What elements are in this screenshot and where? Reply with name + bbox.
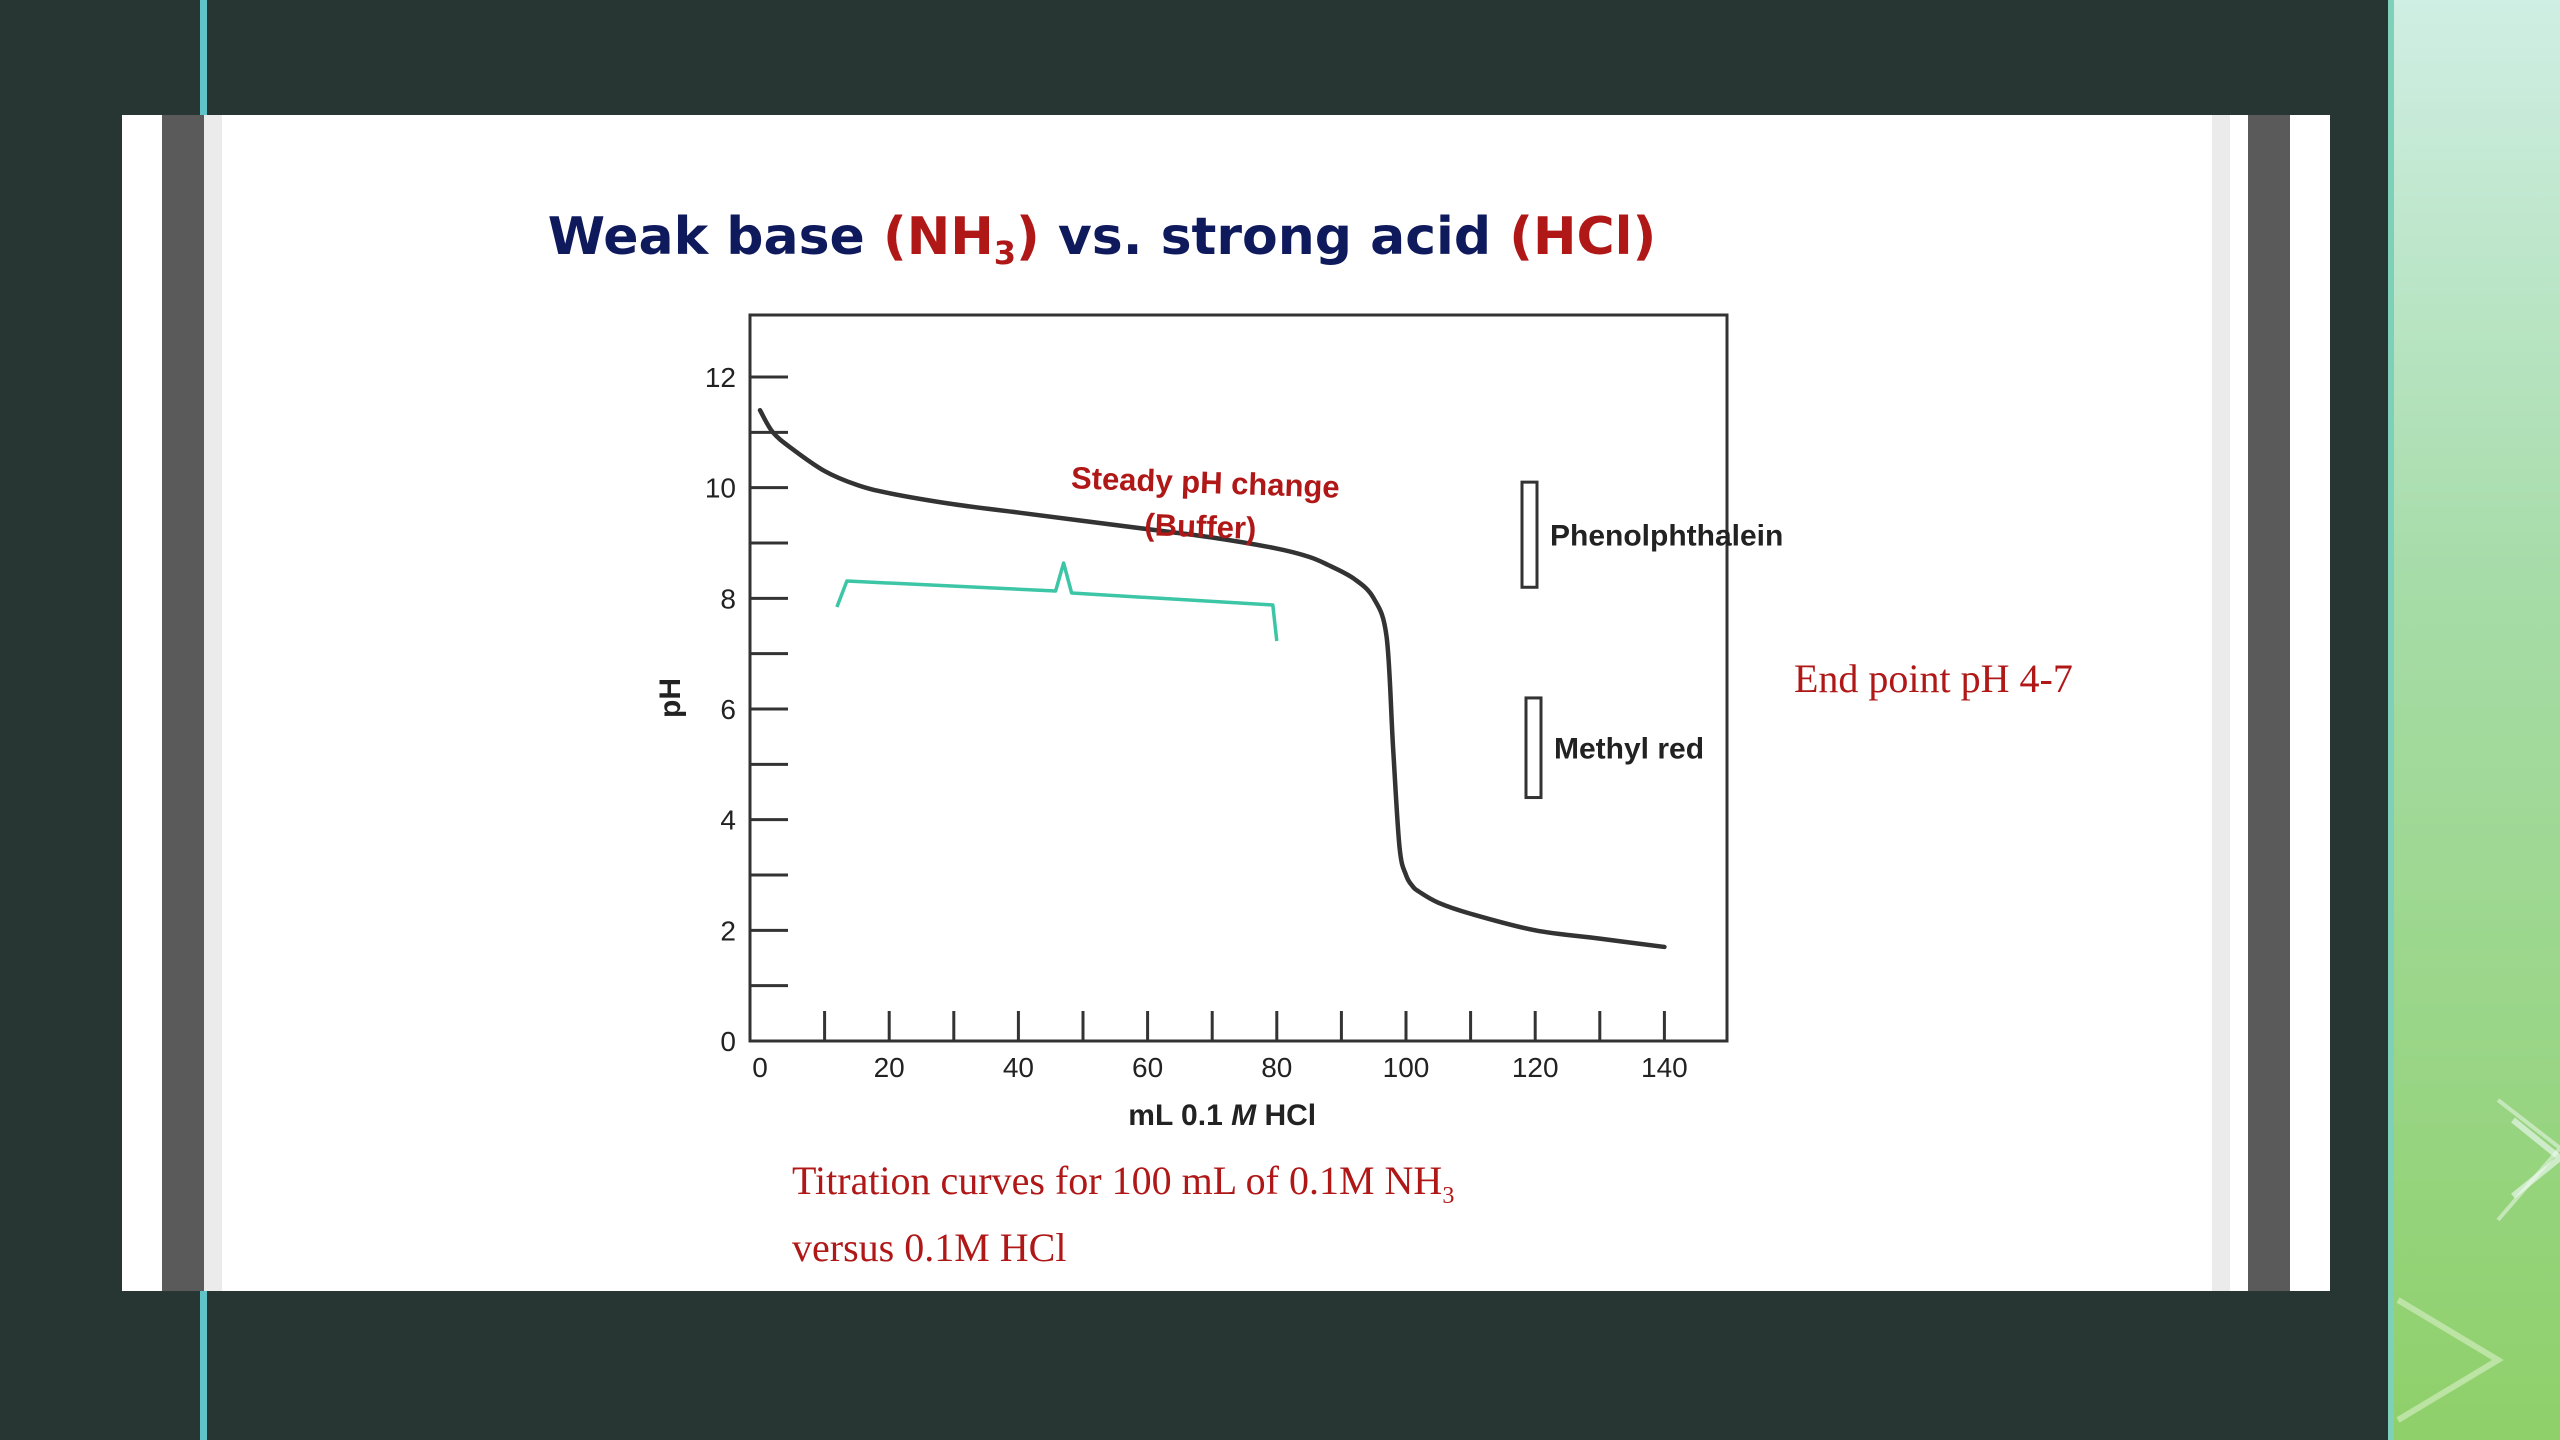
y-tick-label: 4 bbox=[720, 805, 736, 836]
x-tick-label: 0 bbox=[752, 1052, 768, 1083]
buffer-brace bbox=[835, 561, 1279, 642]
slide-frame-left-inner bbox=[204, 115, 222, 1291]
x-tick-label: 80 bbox=[1261, 1052, 1292, 1083]
x-tick-label: 140 bbox=[1641, 1052, 1688, 1083]
indicator-label: Methyl red bbox=[1554, 733, 1704, 766]
slide-frame-right bbox=[2248, 115, 2290, 1291]
y-tick-label: 0 bbox=[720, 1026, 736, 1057]
x-tick-label: 100 bbox=[1383, 1052, 1430, 1083]
slide-frame-left bbox=[162, 115, 204, 1291]
figure-caption: Titration curves for 100 mL of 0.1M NH3 … bbox=[792, 1155, 1454, 1274]
slide-title: Weak base (NH3) vs. strong acid (HCl) bbox=[547, 207, 1657, 272]
end-point-note: End point pH 4-7 bbox=[1794, 656, 2073, 701]
x-tick-label: 60 bbox=[1132, 1052, 1163, 1083]
x-tick-label: 40 bbox=[1003, 1052, 1034, 1083]
buffer-label-line-2: (Buffer) bbox=[1144, 507, 1257, 546]
x-tick-label: 120 bbox=[1512, 1052, 1559, 1083]
plot-frame bbox=[748, 313, 1729, 1043]
titration-curve bbox=[757, 407, 1667, 950]
x-axis-label: mL 0.1 M HCl bbox=[1128, 1099, 1316, 1132]
indicator-label: Phenolphthalein bbox=[1550, 520, 1783, 553]
y-tick-label: 6 bbox=[720, 694, 736, 725]
y-tick-label: 12 bbox=[705, 362, 736, 393]
y-tick-label: 10 bbox=[705, 473, 736, 504]
indicator-range-bar bbox=[1524, 696, 1543, 800]
slide-frame-right-inner bbox=[2212, 115, 2230, 1291]
y-tick-label: 8 bbox=[720, 583, 736, 614]
y-axis-label: pH bbox=[654, 678, 687, 718]
indicator-range-bar bbox=[1520, 480, 1539, 589]
slide: Weak base (NH3) vs. strong acid (HCl) En… bbox=[122, 115, 2330, 1291]
buffer-label-line-1: Steady pH change bbox=[1070, 460, 1340, 504]
caption-line-2: versus 0.1M HCl bbox=[792, 1225, 1067, 1270]
chevron-decoration-icon bbox=[2396, 1098, 2560, 1423]
y-tick-label: 2 bbox=[720, 915, 736, 946]
decorative-side-panel bbox=[2388, 0, 2560, 1440]
caption-line-1: Titration curves for 100 mL of 0.1M NH3 bbox=[792, 1158, 1455, 1209]
x-tick-label: 20 bbox=[874, 1052, 905, 1083]
